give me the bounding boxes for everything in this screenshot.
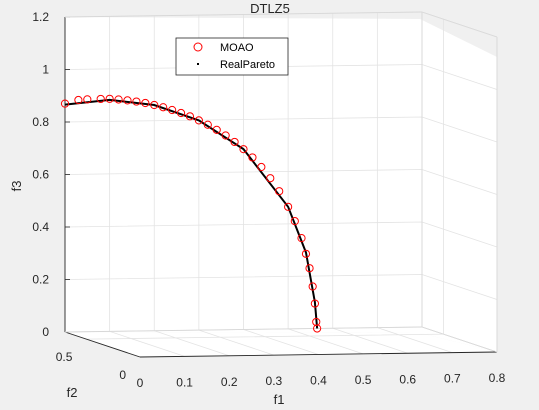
z-tick-label: 0.6	[32, 168, 49, 182]
moao-point	[150, 100, 159, 110]
moao-point	[312, 317, 321, 327]
x-tick-label: 0	[137, 376, 144, 390]
legend: MOAO RealPareto	[175, 37, 289, 76]
axis-edge	[64, 11, 423, 18]
chart-title: DTLZ5	[250, 1, 290, 16]
moao-point	[301, 249, 311, 258]
moao-point	[185, 112, 195, 121]
x-tick-label: 0.2	[221, 375, 238, 389]
axis-edge	[64, 331, 141, 358]
moao-point	[310, 299, 319, 308]
z-tick-label: 1	[42, 63, 49, 77]
moao-point	[248, 153, 257, 162]
y-tick-label: 0	[119, 368, 126, 382]
tick-labels: 0 0.2 0.4 0.6 0.8 1 1.2 0 0.1 0.2 0.3 0.4 0.5 0.6 0.7 0…	[32, 10, 505, 390]
x-tick-label: 0.6	[399, 372, 416, 386]
legend-label-realpareto: RealPareto	[220, 59, 275, 71]
moao-point	[257, 162, 266, 172]
moao-point	[221, 131, 230, 140]
x-tick-label: 0.5	[355, 373, 372, 387]
moao-point	[114, 95, 123, 104]
moao-point	[60, 99, 70, 108]
z-axis-label: f3	[9, 181, 24, 192]
moao-point	[305, 264, 314, 273]
legend-marker-moao	[193, 42, 203, 52]
moao-point	[275, 187, 284, 196]
z-tick-label: 0.2	[32, 273, 49, 287]
axis-edge	[421, 11, 498, 38]
z-tick-label: 1.2	[32, 10, 49, 24]
moao-point	[74, 95, 83, 105]
moao-point	[141, 98, 150, 108]
x-tick-label: 0.7	[444, 372, 461, 386]
x-tick-label: 0.1	[176, 375, 193, 389]
z-tick-label: 0.4	[32, 220, 49, 234]
legend-marker-realpareto	[197, 63, 199, 65]
moao-point	[159, 103, 168, 112]
moao-point	[194, 116, 203, 125]
moao-point	[168, 105, 177, 115]
x-axis-label: f1	[274, 392, 285, 407]
axis-edge	[139, 351, 498, 358]
moao-series	[60, 94, 322, 333]
moao-point	[123, 96, 132, 105]
moao-point	[96, 94, 105, 104]
moao-point	[105, 94, 114, 103]
plot-back-wall-left	[65, 17, 420, 333]
moao-point	[290, 217, 299, 226]
moao-point	[297, 234, 306, 243]
x-tick-label: 0.8	[489, 371, 506, 385]
moao-point	[230, 137, 239, 147]
y-tick-label: 0.5	[56, 350, 73, 364]
axes	[64, 11, 498, 358]
x-tick-label: 0.4	[310, 374, 327, 388]
plot-back-wall-right	[420, 19, 497, 352]
moao-point	[284, 202, 293, 211]
moao-point	[83, 95, 92, 104]
moao-point	[313, 324, 322, 333]
z-tick-label: 0.8	[32, 115, 49, 129]
moao-point	[176, 108, 186, 118]
axis-edge	[64, 326, 423, 333]
moao-point	[239, 145, 248, 154]
x-tick-label: 0.3	[266, 374, 283, 388]
moao-point	[266, 174, 275, 183]
z-tick-label: 0	[42, 325, 49, 339]
moao-point	[212, 125, 221, 134]
moao-point	[203, 120, 212, 129]
legend-label-moao: MOAO	[220, 42, 254, 54]
axis-edge	[421, 326, 498, 353]
y-axis-label: f2	[67, 385, 78, 400]
moao-point	[308, 282, 317, 291]
moao-point	[132, 97, 141, 106]
